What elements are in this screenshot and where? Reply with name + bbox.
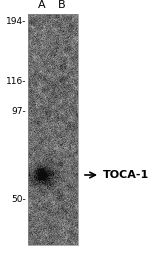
Text: A: A [38, 0, 46, 10]
Text: 116-: 116- [5, 77, 26, 87]
Text: TOCA-1: TOCA-1 [103, 170, 149, 180]
Text: 194-: 194- [6, 17, 26, 27]
Bar [28, 14, 78, 245]
Text: 50-: 50- [11, 196, 26, 205]
Text: B: B [58, 0, 66, 10]
Text: 97-: 97- [11, 107, 26, 116]
